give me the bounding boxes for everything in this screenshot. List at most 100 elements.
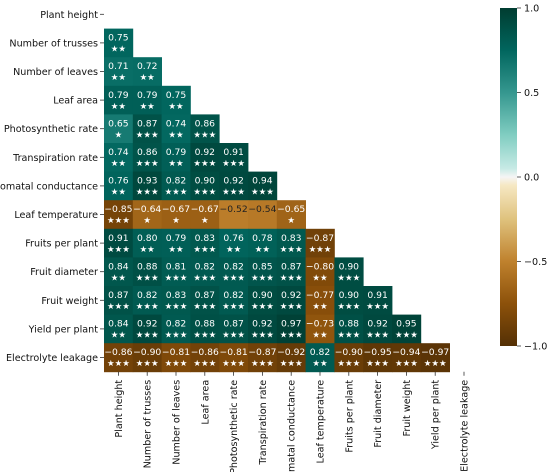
cell-fill [276,200,306,230]
cell-value: 0.88 [339,319,360,330]
cell-fill [132,286,162,315]
row-label: Fruit diameter [30,267,98,278]
cell-significance-stars: ★★★ [251,273,274,283]
cell-significance-stars: ★★★ [222,188,245,198]
cell-significance-stars: ★★ [168,159,184,169]
cell-significance-stars: ★★ [111,73,127,83]
cell-value: −0.87 [306,233,334,244]
heatmap-cell: 0.90★★★ [334,257,364,287]
cell-fill [132,85,162,115]
cell-significance-stars: ★★★ [309,245,332,255]
cell-significance-stars: ★★★ [193,273,216,283]
cell-significance-stars: ★★ [111,102,127,112]
cell-value: −0.94 [392,347,420,358]
cell-significance-stars: ★★ [168,102,184,112]
cell-value: 0.87 [281,261,302,272]
row-label: Leaf area [53,96,98,107]
cell-value: −0.95 [364,347,392,358]
heatmap-cell: 0.88★★★ [190,314,220,344]
cell-significance-stars: ★★★ [337,359,360,369]
heatmap-cell: −0.64★ [132,200,162,230]
cell-significance-stars: ★★★ [337,331,360,341]
cell-fill [161,343,191,373]
cell-value: −0.67 [162,204,190,215]
cell-fill [219,143,249,172]
heatmap-cell: 0.90★★★ [248,286,278,315]
cell-value: 0.80 [137,233,158,244]
heatmap-cell: −0.97★★★ [420,343,450,373]
cell-value: 0.82 [195,261,215,272]
cell-value: 0.85 [252,261,273,272]
cell-significance-stars: ★★ [312,359,328,369]
cell-fill [219,314,249,344]
cell-value: 0.92 [223,176,243,187]
heatmap-cell: 0.82★★ [305,343,335,373]
column-label: Stomatal conductance [287,380,298,472]
cell-value: 0.92 [367,319,387,330]
heatmap-cell: 0.74★★ [161,114,191,144]
cell-fill [219,171,249,201]
cell-value: −0.85 [104,204,132,215]
heatmap-cell: 0.71★★ [104,57,134,87]
cell-value: −0.86 [104,347,132,358]
cell-value: −0.64 [133,204,161,215]
heatmap-cell: 0.88★★★ [334,314,364,344]
cell-value: 0.97 [281,319,302,330]
column-label: Number of leaves [172,380,183,465]
cell-significance-stars: ★★ [312,331,328,341]
cell-fill [104,286,134,315]
row-label: Electrolyte leakage [6,353,98,364]
cell-significance-stars: ★★★ [251,331,274,341]
cell-value: 0.88 [195,319,216,330]
cell-significance-stars: ★★ [111,45,127,55]
cell-significance-stars: ★★★ [222,302,245,312]
heatmap-cell: 0.76★★ [104,171,134,201]
cell-significance-stars: ★★★ [136,302,159,312]
cell-fill [305,257,335,287]
cell-fill [248,314,278,344]
column-label: Photosynthetic rate [229,380,240,472]
heatmap-cell: 0.82★★★ [190,257,220,287]
cell-value: 0.76 [223,233,244,244]
cell-value: −0.90 [335,347,363,358]
cell-value: 0.74 [166,118,187,129]
cell-significance-stars: ★★★ [251,188,274,198]
heatmap-cell: 0.79★★ [161,143,191,172]
cell-significance-stars: ★★★ [366,359,389,369]
cell-significance-stars: ★★★ [136,130,159,140]
cell-fill [392,343,422,373]
cell-value: 0.82 [166,319,186,330]
cell-fill [219,200,249,230]
heatmap-cell: −0.87★★★ [248,343,278,373]
heatmap-cell: −0.67★ [190,200,220,230]
cell-value: 0.82 [137,290,157,301]
heatmap-cell: 0.88★★★ [132,257,162,287]
cell-significance-stars: ★ [287,216,295,226]
cell-significance-stars: ★★★ [107,302,130,312]
heatmap-cell: 0.82★★★ [219,286,249,315]
column-label: Number of trusses [143,380,154,469]
cell-value: 0.82 [166,176,186,187]
cell-fill [190,114,220,144]
cell-significance-stars: ★★★ [395,359,418,369]
cell-value: −0.65 [277,204,305,215]
cell-significance-stars: ★★★ [193,245,216,255]
cell-value: 0.83 [281,233,302,244]
cell-fill [104,200,134,230]
cell-value: −0.67 [191,204,219,215]
cell-significance-stars: ★★★ [366,331,389,341]
cell-fill [248,171,278,201]
cell-significance-stars: ★★★ [251,302,274,312]
cell-value: 0.75 [166,90,187,101]
cell-value: 0.93 [137,176,158,187]
column-label: Yield per plant [431,380,442,451]
cell-significance-stars: ★★★ [424,359,447,369]
heatmap-cell: 0.92★★★ [248,314,278,344]
cell-fill [190,200,220,230]
cell-value: −0.77 [306,290,334,301]
cell-fill [219,286,249,315]
cell-fill [132,114,162,144]
heatmap-cell: −0.87★★★ [305,228,335,258]
cell-value: 0.92 [137,319,157,330]
